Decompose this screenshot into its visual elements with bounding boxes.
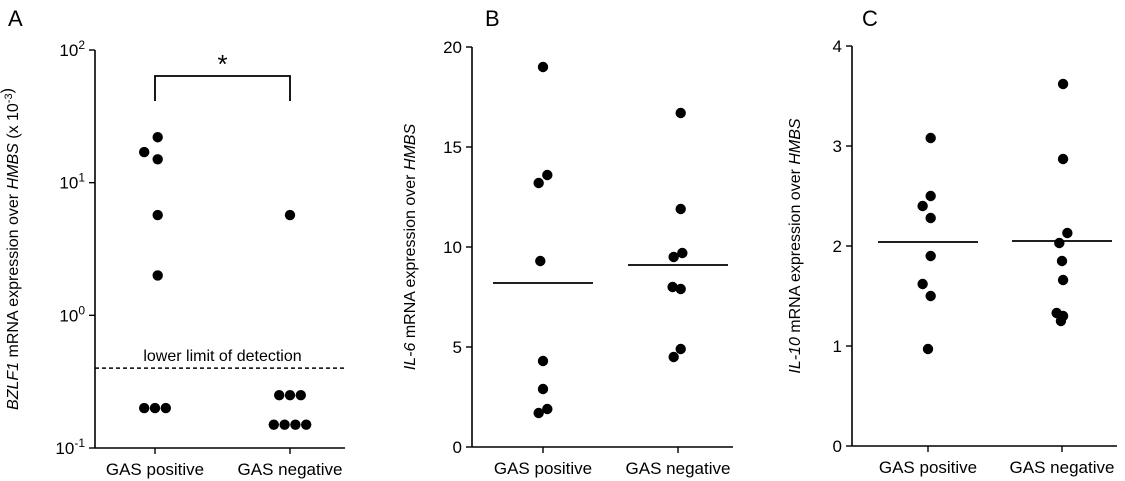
y-tick-label: 20 xyxy=(443,38,462,57)
data-point xyxy=(675,283,686,295)
data-point xyxy=(284,390,296,401)
x-category-label: GAS negative xyxy=(238,460,343,479)
y-tick-label: 0 xyxy=(453,438,462,457)
data-point xyxy=(667,281,678,293)
data-point xyxy=(537,383,549,395)
data-point xyxy=(677,247,688,259)
data-point xyxy=(274,390,285,401)
data-point xyxy=(917,278,928,290)
x-category-label: GAS negative xyxy=(626,459,731,478)
data-point xyxy=(668,351,679,363)
data-point xyxy=(925,132,936,144)
data-point xyxy=(922,343,934,355)
panel-letter: C xyxy=(862,6,878,31)
panel-a: A 10-1 100 101 102 GAS positive GAS negative BZ… xyxy=(0,6,345,479)
y-tick-label: 101 xyxy=(59,171,85,193)
y-tick-label: 15 xyxy=(443,138,462,157)
x-category-label: GAS positive xyxy=(494,459,592,478)
data-point xyxy=(925,190,936,202)
data-point xyxy=(542,403,553,415)
data-point xyxy=(675,203,686,215)
panel-b: B 0 5 10 15 20 GAS positive GAS negative IL-6 mR… xyxy=(402,6,733,478)
data-point xyxy=(152,209,163,221)
panel-c: C 0 1 2 3 4 GAS positive GAS negative IL-10 mRNA… xyxy=(787,6,1117,477)
data-point xyxy=(1057,274,1069,286)
data-point xyxy=(925,250,936,262)
y-tick-label: 4 xyxy=(833,37,842,56)
data-point xyxy=(284,209,296,221)
data-point xyxy=(675,343,686,355)
significance-bracket xyxy=(154,75,291,101)
y-tick-label: 0 xyxy=(833,437,842,456)
data-point xyxy=(139,402,150,414)
data-point xyxy=(1062,227,1073,239)
data-point xyxy=(917,200,928,212)
data-point xyxy=(537,61,549,73)
y-axis-title: BZLF1 mRNA expression over HMBS (x 10-3) xyxy=(0,88,22,410)
data-point xyxy=(290,419,301,430)
y-tick-label: 10-1 xyxy=(55,436,85,458)
data-point xyxy=(1057,78,1069,90)
data-point xyxy=(279,419,290,430)
y-tick-label: 102 xyxy=(59,38,85,60)
x-category-label: GAS positive xyxy=(879,458,977,477)
significance-star: * xyxy=(217,49,227,79)
panel-letter: A xyxy=(8,6,23,31)
data-point xyxy=(675,107,686,119)
panel-letter: B xyxy=(485,6,500,31)
y-axis-title: IL-10 mRNA expression over HMBS xyxy=(787,118,804,374)
y-tick-label: 1 xyxy=(833,337,842,356)
data-point xyxy=(160,402,171,414)
data-point xyxy=(537,355,549,367)
data-point xyxy=(925,290,936,302)
data-point xyxy=(1054,237,1065,249)
data-point xyxy=(668,251,679,263)
y-tick-label: 2 xyxy=(833,237,842,256)
y-tick-label: 5 xyxy=(453,338,462,357)
x-category-label: GAS negative xyxy=(1010,458,1115,477)
data-point xyxy=(152,270,163,281)
data-point xyxy=(535,255,546,267)
data-point xyxy=(152,154,163,165)
data-point xyxy=(925,212,936,224)
data-point xyxy=(139,146,150,158)
x-category-label: GAS positive xyxy=(106,460,204,479)
data-point xyxy=(268,419,279,430)
data-point xyxy=(533,177,544,189)
y-tick-label: 3 xyxy=(833,137,842,156)
data-point xyxy=(1057,153,1069,165)
y-axis-title: IL-6 mRNA expression over HMBS xyxy=(402,124,419,371)
y-tick-label: 10 xyxy=(443,238,462,257)
data-point xyxy=(301,419,312,430)
detection-limit-label: lower limit of detection xyxy=(143,348,301,365)
data-point xyxy=(1055,315,1067,327)
data-point xyxy=(152,132,163,143)
data-point xyxy=(542,169,553,181)
data-point xyxy=(1056,255,1068,267)
data-point xyxy=(295,390,306,401)
data-point xyxy=(533,407,544,419)
y-tick-label: 100 xyxy=(59,303,85,325)
data-point xyxy=(149,402,161,414)
